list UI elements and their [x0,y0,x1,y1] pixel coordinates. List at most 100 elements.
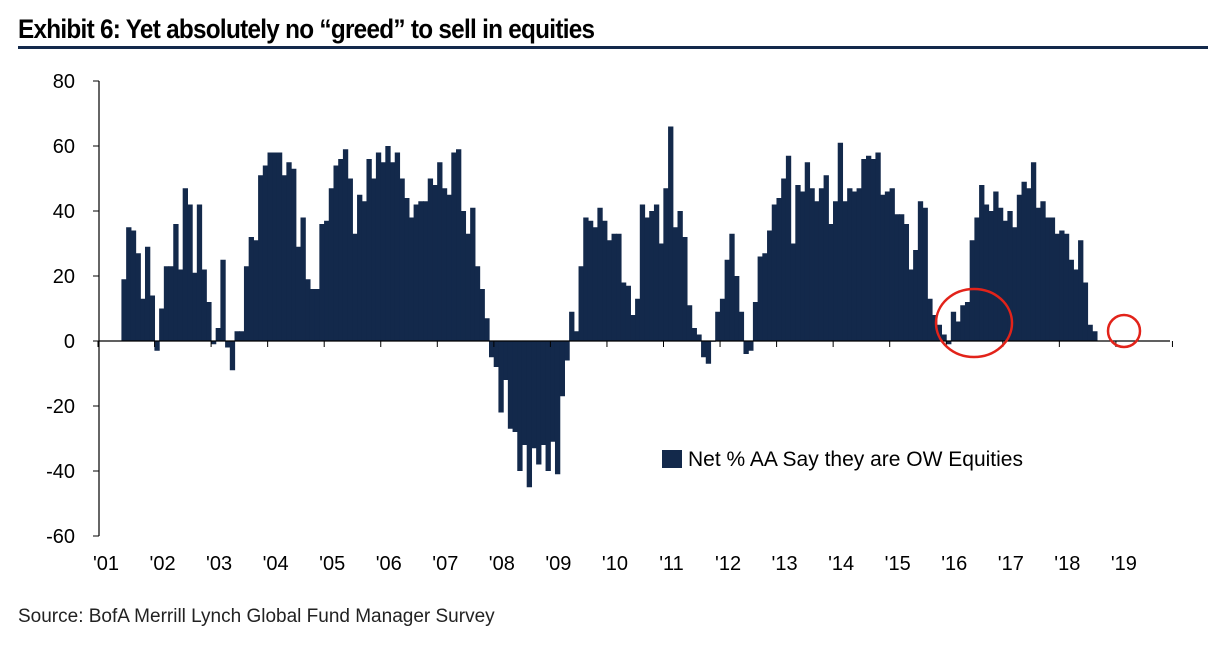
bar [781,178,787,341]
bar-chart: 80 60 40 20 0 -20 -40 -60 '01 '02 '03 '04 '05 '06 '07… [46,71,1173,575]
bar [192,272,198,341]
bar [135,253,141,341]
bar [653,204,660,341]
bar [1040,201,1046,341]
bar [258,175,264,341]
legend-swatch [662,450,682,468]
bar [460,211,467,341]
bar [319,224,325,341]
bar [842,201,848,341]
bar [418,201,424,341]
y-tick-label: 0 [64,331,75,353]
bar [800,191,806,341]
bar [536,341,542,465]
y-tick-label: 80 [53,71,75,93]
bar [573,331,580,341]
bar [1030,162,1037,341]
x-tick-label: '10 [602,553,628,575]
bar [554,341,561,475]
bar [771,204,778,341]
bar [583,217,589,341]
bar [696,334,702,341]
bar [272,152,278,341]
bar [295,246,302,341]
bar [691,328,697,341]
bar [503,341,509,380]
bar [837,142,844,341]
bar [512,341,518,432]
bar [366,159,372,341]
bar [215,328,221,341]
bar [380,162,386,341]
bar [314,289,320,341]
bar [177,269,184,341]
y-tick-label: -40 [46,461,75,483]
bar [861,159,867,341]
bar [154,341,160,351]
bar [206,302,212,341]
title-rule [18,46,1208,49]
bar [126,227,132,341]
bar [394,152,401,341]
bar [276,152,283,341]
bar [220,259,226,341]
bar [144,246,151,341]
bar [1078,240,1084,341]
bar [531,341,537,449]
bar [818,188,825,341]
bar [404,198,410,341]
bar [917,201,924,341]
bar [903,224,910,341]
bar [168,266,174,341]
x-tick-label: '07 [432,553,458,575]
bar [875,152,881,341]
bar [225,341,231,348]
bar [1007,211,1013,341]
bar [187,204,193,341]
x-tick-label: '03 [206,553,232,575]
bar [724,259,730,341]
bar [898,214,905,341]
bar [946,341,952,345]
bar [705,341,712,364]
bar [639,204,646,341]
bar [866,155,872,341]
bar [993,191,999,341]
bar [658,243,664,341]
bar [390,162,396,341]
bar [997,207,1004,341]
bar [517,341,523,471]
bar [974,217,980,341]
bar [719,298,726,341]
annotations [934,287,1142,359]
bar [748,341,754,351]
bar [1016,194,1023,341]
bar [328,188,335,341]
bar [163,266,170,341]
bar [196,204,203,341]
bar [870,159,877,341]
bar [182,188,188,341]
x-tick-label: '17 [998,553,1024,575]
bar [894,214,900,341]
bar [493,341,500,367]
bar [913,250,919,341]
bar [239,331,245,341]
bar [559,341,565,397]
bar [173,224,179,341]
bar [507,341,514,429]
bar [804,162,811,341]
y-tick-labels: 80 60 40 20 0 -20 -40 -60 [46,71,75,548]
bar [357,194,363,341]
bar [606,240,613,341]
bar [828,224,834,341]
bar [884,191,891,341]
bar [564,341,570,361]
bar [408,217,415,341]
bar [983,204,990,341]
bars-layer [121,126,1098,488]
bar [130,230,137,341]
x-tick-label: '08 [489,553,515,575]
bar [441,188,448,341]
highlight-circle-2016 [934,287,1014,359]
